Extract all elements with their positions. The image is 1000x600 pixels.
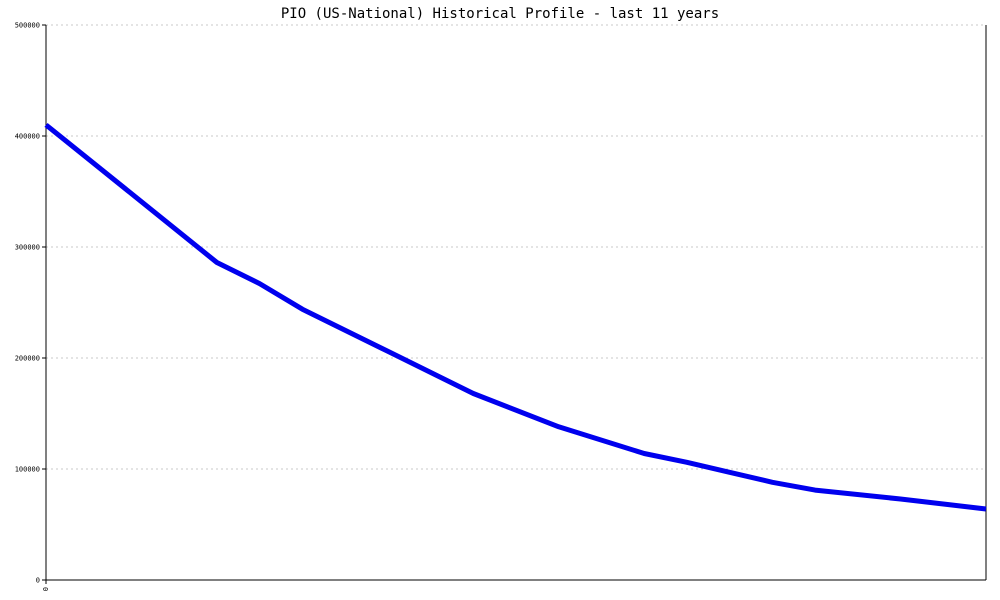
y-tick-label: 100000 <box>15 466 40 474</box>
y-tick-label: 200000 <box>15 355 40 363</box>
series-layer <box>44 122 987 512</box>
axis-layer <box>42 24 987 584</box>
tick-label-layer: 0 100000 200000 300000 400000 500000 0 <box>15 22 50 592</box>
series-line <box>44 122 987 512</box>
chart-title: PIO (US-National) Historical Profile - l… <box>281 6 719 22</box>
y-tick-label: 300000 <box>15 244 40 252</box>
y-tick-label: 0 <box>36 577 40 585</box>
x-tick-label: 0 <box>42 587 50 591</box>
grid-layer <box>46 24 986 470</box>
y-tick-label: 500000 <box>15 22 40 30</box>
y-tick-label: 400000 <box>15 133 40 141</box>
